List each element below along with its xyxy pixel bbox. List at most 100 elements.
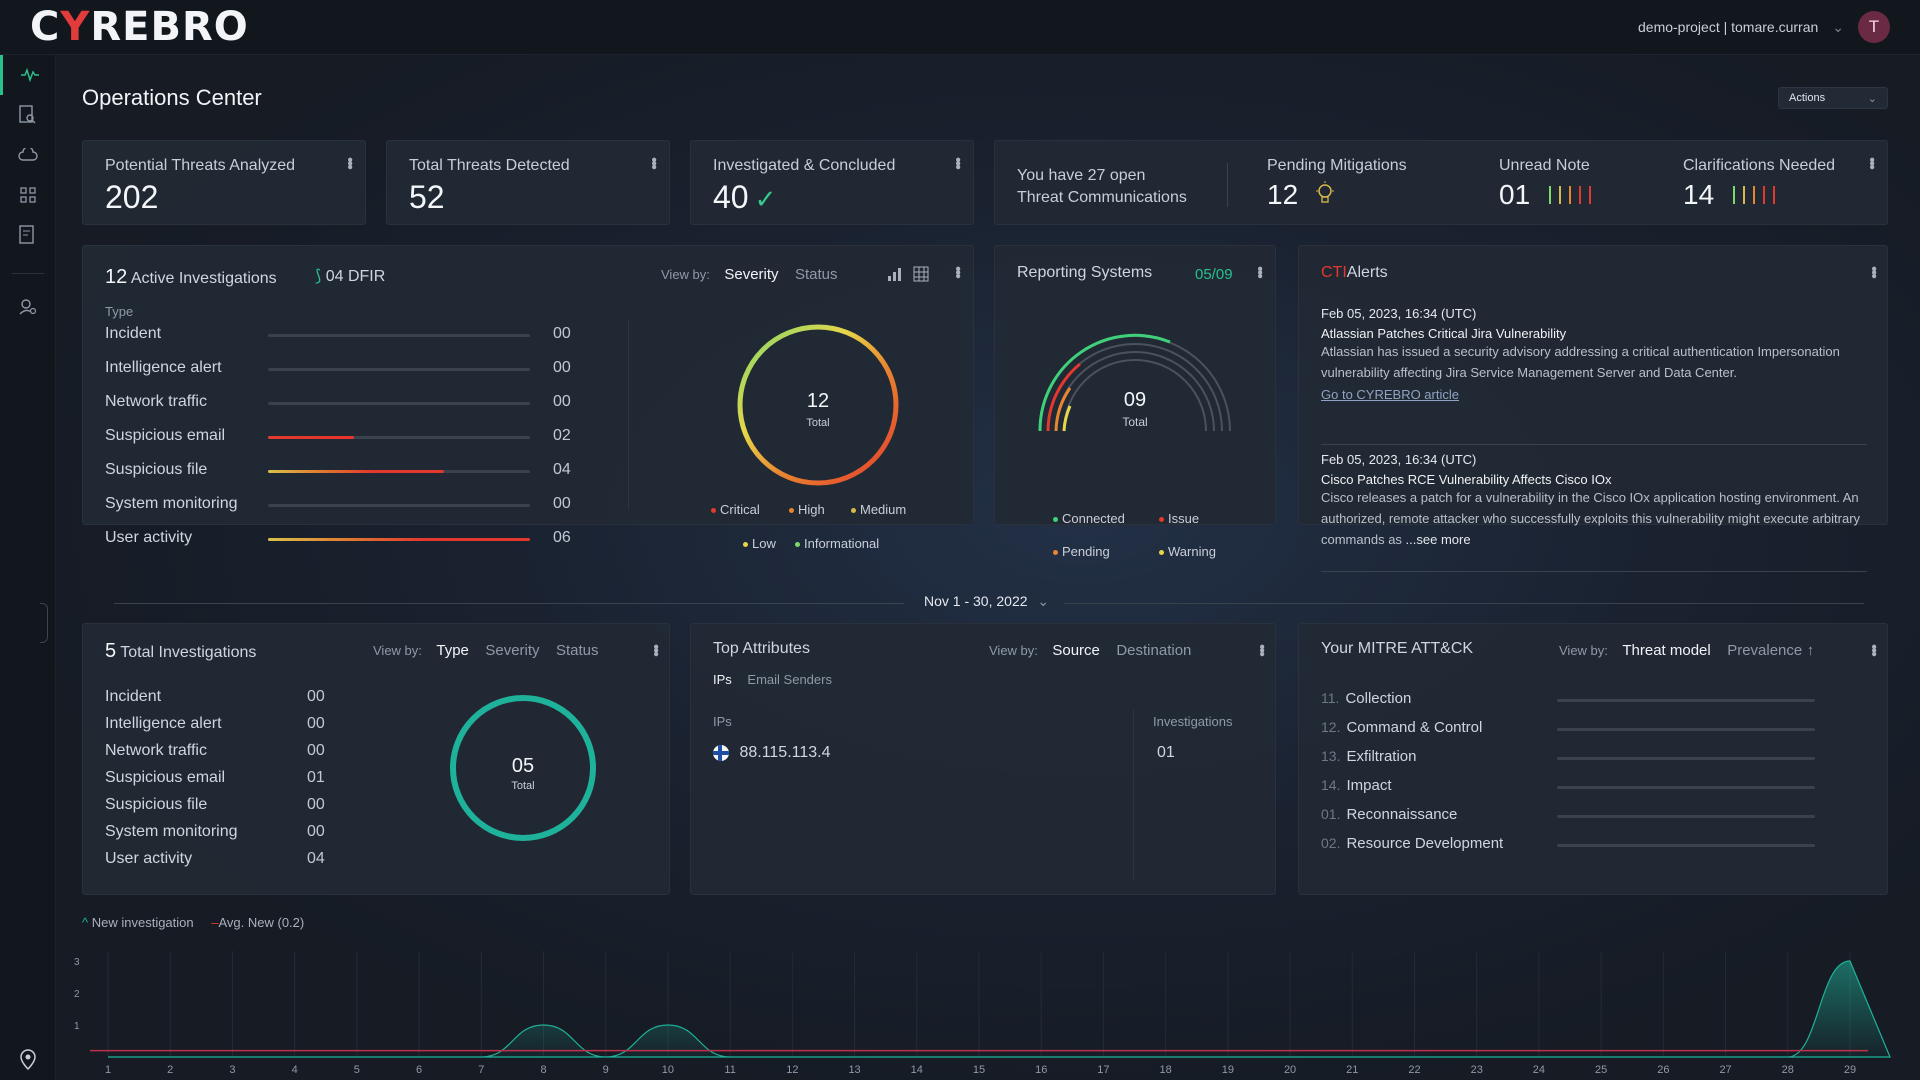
location-pin-icon[interactable] [0, 1040, 56, 1080]
date-range-picker[interactable]: Nov 1 - 30, 2022 ⌄ [924, 593, 1050, 609]
stat-label: Investigated & Concluded [713, 157, 896, 174]
stat-card-potential-threats[interactable]: Potential Threats Analyzed 202 ••• [82, 140, 366, 225]
gauge-total-label: Total [1122, 415, 1147, 429]
legend-item[interactable]: Connected [1053, 511, 1125, 526]
legend-avg: Avg. New (0.2) [218, 915, 305, 930]
more-options-icon[interactable]: ••• [1863, 157, 1880, 168]
more-options-icon[interactable]: ••• [949, 157, 966, 168]
row-count[interactable]: 00 [307, 688, 325, 705]
more-options-icon[interactable]: ••• [1251, 266, 1268, 277]
tab-severity[interactable]: Severity [724, 266, 779, 283]
row-count[interactable]: 00 [553, 325, 571, 342]
more-options-icon[interactable]: ••• [1865, 266, 1882, 277]
row-count[interactable]: 01 [307, 769, 325, 786]
tab-severity[interactable]: Severity [485, 642, 540, 659]
x-tick-label: 27 [1719, 1064, 1731, 1076]
legend-item[interactable]: High [789, 502, 825, 517]
tab-type[interactable]: Type [436, 642, 469, 659]
row-label: System monitoring [105, 495, 238, 512]
mitre-tactic-row[interactable]: 12. Command & Control [1321, 719, 1482, 736]
row-count[interactable]: 06 [553, 529, 571, 546]
stat-card-investigated[interactable]: Investigated & Concluded 40 ✓ ••• [690, 140, 974, 225]
row-count[interactable]: 00 [553, 495, 571, 512]
legend-item[interactable]: Low [743, 536, 776, 551]
chevron-down-icon[interactable]: ⌄ [1832, 18, 1844, 35]
alert-date: Feb 05, 2023, 16:34 (UTC) [1321, 452, 1477, 467]
report-search-icon[interactable] [0, 95, 56, 135]
see-more-link[interactable]: ...see more [1405, 532, 1471, 547]
x-tick-label: 26 [1657, 1064, 1669, 1076]
tab-prevalence[interactable]: Prevalence [1727, 642, 1803, 659]
row-count[interactable]: 04 [553, 461, 571, 478]
legend-item[interactable]: Pending [1053, 544, 1110, 559]
account-selector[interactable]: demo-project | tomare.curran [1638, 19, 1819, 35]
more-options-icon[interactable]: ••• [1253, 644, 1270, 655]
pending-mitigations-value[interactable]: 12 [1267, 179, 1299, 210]
tab-status[interactable]: Status [555, 642, 599, 659]
mitre-tactic-row[interactable]: 14. Impact [1321, 777, 1391, 794]
ip-row[interactable]: 88.115.113.4 [713, 744, 831, 762]
tab-destination[interactable]: Destination [1116, 642, 1192, 659]
row-count[interactable]: 00 [307, 742, 325, 759]
tab-source[interactable]: Source [1052, 642, 1100, 659]
total-donut-chart: 05 Total [450, 695, 596, 841]
file-search-icon[interactable] [0, 215, 56, 255]
mitre-tactic-row[interactable]: 02. Resource Development [1321, 835, 1503, 852]
row-count[interactable]: 00 [307, 823, 325, 840]
bar-chart-icon[interactable] [887, 266, 903, 287]
stat-card-total-threats[interactable]: Total Threats Detected 52 ••• [386, 140, 670, 225]
sort-arrow-icon[interactable]: ↑ [1806, 642, 1815, 659]
legend-dot [1053, 550, 1058, 556]
x-tick-label: 20 [1284, 1064, 1296, 1076]
grid-view-icon[interactable] [913, 266, 929, 287]
clarifications-value[interactable]: 14 [1683, 179, 1715, 210]
row-count[interactable]: 00 [553, 393, 571, 410]
row-count[interactable]: 00 [307, 715, 325, 732]
actions-dropdown[interactable]: Actions ⌄ [1778, 87, 1888, 109]
subtab-ips[interactable]: IPs [713, 672, 732, 687]
lightbulb-icon [1314, 180, 1336, 213]
cti-prefix: CTI [1321, 264, 1347, 281]
avg-line-icon: – [211, 915, 219, 930]
row-count[interactable]: 00 [553, 359, 571, 376]
x-tick-label: 7 [478, 1064, 484, 1076]
cyrebro-logo[interactable]: CYREBRO [30, 4, 249, 50]
legend-item[interactable]: Warning [1159, 544, 1216, 559]
tab-threat-model[interactable]: Threat model [1622, 642, 1711, 659]
activity-icon[interactable] [0, 55, 56, 95]
sidebar-collapse-handle[interactable] [40, 603, 48, 643]
tab-status[interactable]: Status [795, 266, 838, 283]
more-options-icon[interactable]: ••• [1865, 644, 1882, 655]
legend-item[interactable]: Critical [711, 502, 760, 517]
more-options-icon[interactable]: ••• [949, 266, 966, 277]
tactic-index: 13. [1321, 748, 1341, 764]
view-by-label: View by: [661, 267, 710, 282]
x-tick-label: 29 [1844, 1064, 1856, 1076]
row-count[interactable]: 04 [307, 850, 325, 867]
gauge-total-value: 09 [1124, 389, 1146, 411]
mitre-tactic-row[interactable]: 01. Reconnaissance [1321, 806, 1457, 823]
grid-icon[interactable] [0, 175, 56, 215]
row-count[interactable]: 02 [553, 427, 571, 444]
dfir-link[interactable]: ⟆ 04 DFIR [315, 268, 386, 285]
mitre-tactic-row[interactable]: 13. Exfiltration [1321, 748, 1417, 765]
unread-note-value[interactable]: 01 [1499, 179, 1531, 210]
legend-item[interactable]: Informational [795, 536, 879, 551]
legend-item[interactable]: Medium [851, 502, 906, 517]
mitre-tactic-row[interactable]: 11. Collection [1321, 690, 1411, 707]
user-search-icon[interactable] [0, 287, 56, 327]
legend-label: High [798, 502, 825, 517]
bar-fill [268, 470, 444, 473]
cloud-icon[interactable] [0, 135, 56, 175]
more-options-icon[interactable]: ••• [647, 644, 664, 655]
legend-item[interactable]: Issue [1159, 511, 1199, 526]
more-options-icon[interactable]: ••• [645, 157, 662, 168]
subtab-email-senders[interactable]: Email Senders [747, 672, 832, 687]
row-count[interactable]: 00 [307, 796, 325, 813]
tactic-label: Impact [1346, 777, 1392, 794]
avatar[interactable]: T [1858, 11, 1890, 43]
cyrebro-article-link[interactable]: Go to CYREBRO article [1321, 387, 1459, 402]
tactic-index: 01. [1321, 806, 1341, 822]
more-options-icon[interactable]: ••• [341, 157, 358, 168]
